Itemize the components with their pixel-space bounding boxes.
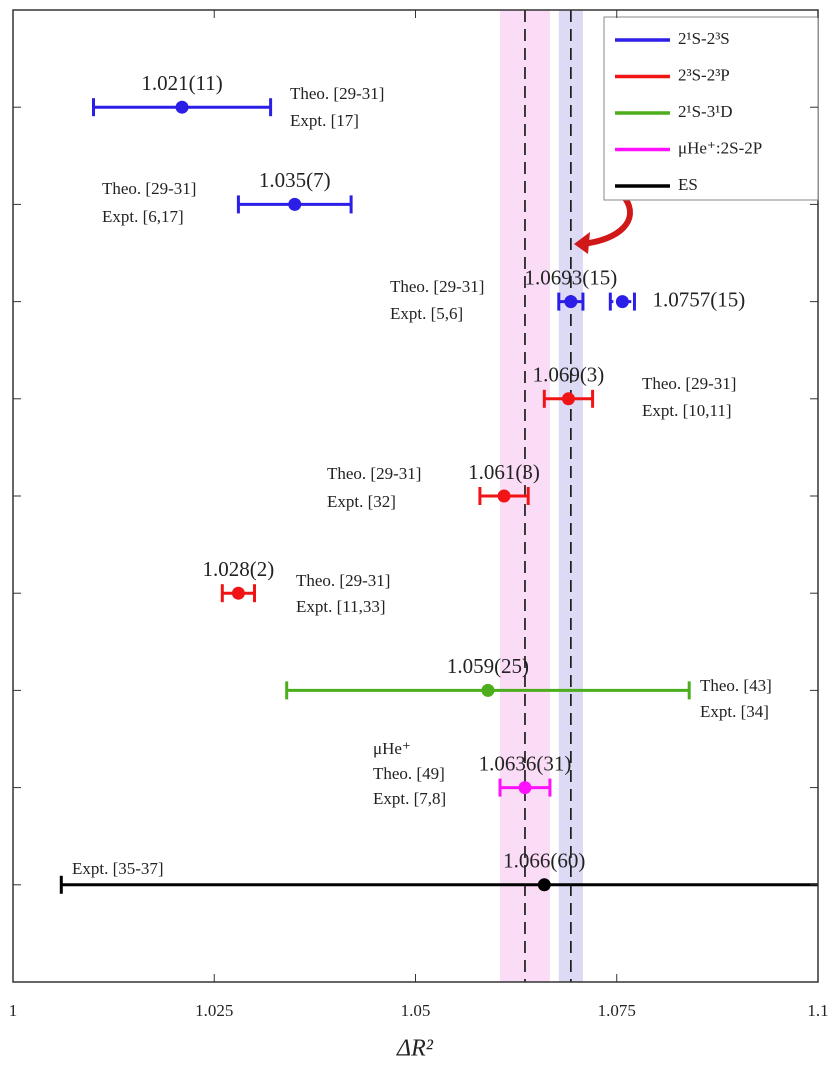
x-tick-label: 1 (9, 1001, 18, 1020)
annotation: Expt. [34] (700, 702, 769, 721)
annotation: Expt. [6,17] (102, 207, 184, 226)
annotation: Expt. [17] (290, 111, 359, 130)
point (561, 392, 575, 406)
annotation: Theo. [29-31] (642, 374, 736, 393)
x-axis-label: ΔR² (396, 1036, 434, 1062)
annotation: Expt. [35-37] (72, 859, 164, 878)
value-label: 1.0693(15) (524, 265, 617, 289)
value-label: 1.0757(15) (652, 287, 745, 311)
annotation: Expt. [7,8] (373, 789, 446, 808)
value-label: 1.028(2) (203, 557, 275, 581)
annotation: Expt. [10,11] (642, 401, 732, 420)
point (231, 586, 245, 600)
arrow (579, 195, 633, 247)
annotation: Theo. [29-31] (296, 571, 390, 590)
point (497, 489, 511, 503)
value-label: 1.059(25) (447, 654, 529, 678)
point (564, 295, 578, 309)
arrow-head (574, 232, 590, 254)
annotation: Expt. [32] (327, 492, 396, 511)
annotation: Theo. [49] (373, 764, 445, 783)
value-label: 1.069(3) (533, 363, 605, 387)
legend-box (603, 16, 819, 201)
annotation: μHe⁺ (373, 739, 411, 758)
x-tick-label: 1.025 (195, 1001, 233, 1020)
value-label: 1.035(7) (259, 168, 331, 192)
point (481, 683, 495, 697)
value-label: 1.021(11) (141, 71, 222, 95)
x-tick-label: 1.1 (807, 1001, 828, 1020)
value-label: 1.066(60) (503, 849, 585, 873)
point (288, 197, 302, 211)
point (518, 781, 532, 795)
annotation: Theo. [29-31] (290, 84, 384, 103)
marks (59, 98, 818, 894)
annotation: Theo. [29-31] (390, 277, 484, 296)
point (537, 878, 551, 892)
annotation: Expt. [11,33] (296, 597, 386, 616)
annotation: Theo. [29-31] (102, 179, 196, 198)
annotation: Theo. [43] (700, 676, 772, 695)
point (175, 100, 189, 114)
value-label: 1.061(3) (468, 460, 540, 484)
value-label: 1.0636(31) (479, 751, 572, 775)
point (615, 295, 629, 309)
legend-label: 2¹S-3¹D (678, 102, 733, 121)
annotation: Theo. [29-31] (327, 464, 421, 483)
x-tick-label: 1.075 (598, 1001, 636, 1020)
legend-label: 2¹S-2³S (678, 29, 730, 48)
legend-label: 2³S-2³P (678, 65, 730, 84)
legend-label: ES (678, 175, 698, 194)
annotation: Expt. [5,6] (390, 304, 463, 323)
x-tick-label: 1.05 (401, 1001, 431, 1020)
legend-label: μHe⁺:2S-2P (678, 138, 762, 157)
